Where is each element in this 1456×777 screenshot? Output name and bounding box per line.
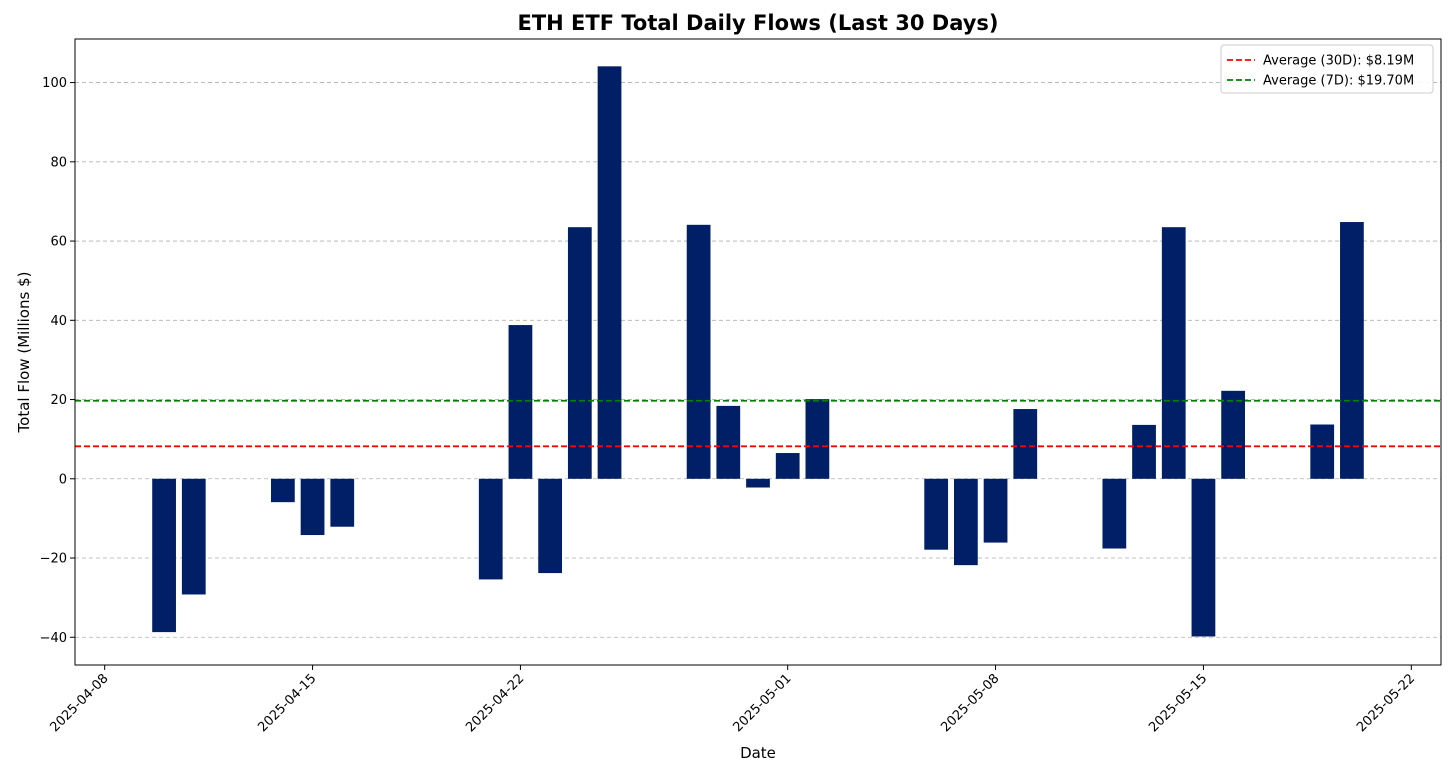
- x-tick-label: 2025-04-22: [463, 671, 527, 735]
- x-tick-label: 2025-05-15: [1146, 671, 1210, 735]
- chart-title: ETH ETF Total Daily Flows (Last 30 Days): [517, 11, 998, 35]
- x-axis-ticks: 2025-04-08 2025-04-15 2025-04-22 2025-05-01…: [47, 665, 1418, 735]
- bars: [152, 66, 1364, 637]
- legend-entry-7d: Average (7D): $19.70M: [1263, 74, 1414, 89]
- reference-lines: [75, 399, 1441, 448]
- bar-2025-04-24: [567, 227, 592, 479]
- bar-2025-05-02: [805, 399, 830, 479]
- x-tick-label: 2025-04-15: [255, 671, 319, 735]
- y-tick-label: 100: [42, 76, 67, 91]
- bar-2025-04-28: [686, 224, 711, 479]
- bar-2025-04-22: [508, 325, 533, 479]
- x-tick-label: 2025-05-22: [1354, 671, 1418, 735]
- bar-2025-05-14: [1161, 227, 1186, 479]
- y-tick-label: −40: [40, 631, 67, 646]
- plot-frame: [74, 38, 1442, 666]
- bar-2025-05-20: [1340, 222, 1364, 479]
- bar-2025-05-19: [1310, 424, 1335, 479]
- bar-2025-05-06: [924, 478, 949, 550]
- bar-2025-04-16: [330, 478, 355, 527]
- x-axis-label: Date: [740, 744, 776, 762]
- y-tick-label: 40: [50, 314, 67, 329]
- bar-2025-04-29: [716, 405, 741, 479]
- bar-2025-04-10: [152, 478, 176, 633]
- bar-2025-04-23: [538, 478, 563, 574]
- y-axis-label: Total Flow (Millions $): [15, 272, 33, 434]
- bar-2025-05-08: [983, 478, 1008, 543]
- legend-box: [1220, 44, 1434, 94]
- bar-2025-05-15: [1191, 478, 1216, 637]
- bar-2025-04-30: [746, 478, 770, 488]
- x-tick-label: 2025-05-01: [730, 671, 794, 735]
- gridlines: [75, 82, 1441, 638]
- bar-2025-04-21: [478, 478, 503, 580]
- bar-2025-05-13: [1132, 424, 1156, 479]
- y-tick-label: 20: [50, 393, 67, 408]
- bar-2025-05-16: [1221, 390, 1246, 479]
- bar-2025-04-11: [181, 478, 206, 595]
- bar-2025-04-14: [270, 478, 295, 503]
- y-axis-ticks: −40 −20 0 20 40 60 80 100: [40, 76, 75, 646]
- bar-2025-05-01: [775, 453, 800, 479]
- bar-2025-05-07: [953, 478, 978, 566]
- y-tick-label: 80: [50, 155, 67, 170]
- bar-2025-04-25: [597, 66, 622, 479]
- legend: Average (30D): $8.19M Average (7D): $19.…: [1220, 44, 1434, 94]
- x-tick-label: 2025-05-08: [938, 671, 1002, 735]
- bar-2025-05-09: [1013, 409, 1038, 479]
- bar-2025-05-12: [1102, 478, 1127, 549]
- y-tick-label: −20: [40, 552, 67, 567]
- y-tick-label: 0: [59, 472, 67, 487]
- y-tick-label: 60: [50, 235, 67, 250]
- bar-2025-04-15: [300, 478, 325, 536]
- legend-entry-30d: Average (30D): $8.19M: [1263, 54, 1414, 69]
- x-tick-label: 2025-04-08: [47, 671, 111, 735]
